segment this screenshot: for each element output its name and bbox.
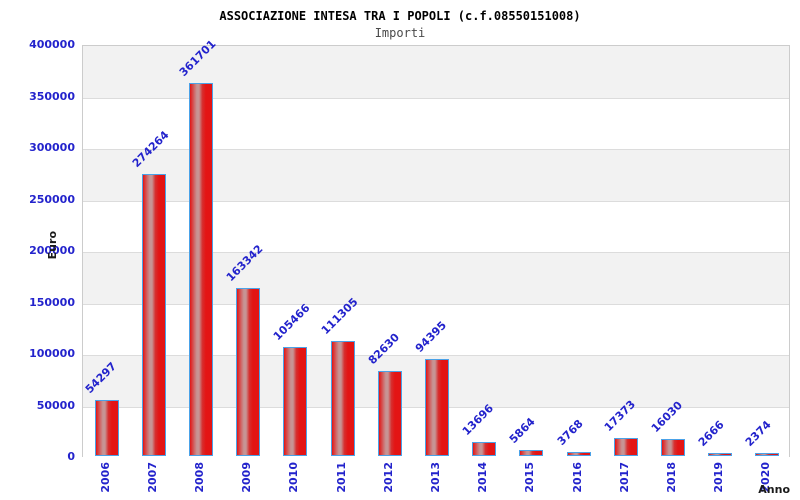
y-tick-label-250000: 250000 [29, 193, 75, 206]
y-tick-label-200000: 200000 [29, 244, 75, 257]
plot-area: 54297 274264 361701 163342 105466 111305 82630… [82, 37, 790, 458]
y-axis-title: Euro [46, 231, 59, 260]
x-tick-label-2008: 2008 [193, 462, 206, 493]
x-tick-label-2016: 2016 [571, 462, 584, 493]
bar-2006 [95, 400, 119, 456]
y-tick-label-300000: 300000 [29, 141, 75, 154]
gridline [83, 149, 789, 150]
gridline [83, 97, 789, 99]
x-tick-label-2018: 2018 [665, 462, 678, 493]
y-tick-label-150000: 150000 [29, 296, 75, 309]
x-tick-label-2010: 2010 [287, 462, 300, 493]
chart-subtitle: Importi [374, 26, 426, 40]
x-tick-label-2007: 2007 [146, 462, 159, 493]
y-tick-label-100000: 100000 [29, 347, 75, 360]
bar-2010 [283, 347, 307, 456]
x-tick-label-2014: 2014 [476, 462, 489, 493]
y-tick-label-350000: 350000 [29, 90, 75, 103]
y-tick-label-50000: 50000 [36, 399, 75, 412]
bar-2014 [472, 442, 496, 456]
x-tick-label-2017: 2017 [618, 462, 631, 493]
x-axis-title: Anno [758, 483, 790, 496]
chart-title: ASSOCIAZIONE INTESA TRA I POPOLI (c.f.08… [219, 9, 581, 23]
gridline [83, 355, 789, 356]
gridline [83, 200, 789, 202]
x-tick-label-2011: 2011 [335, 462, 348, 493]
bar-2007 [142, 174, 166, 456]
x-tick-label-2013: 2013 [429, 462, 442, 493]
bar-2020 [755, 453, 779, 456]
y-tick-label-0: 0 [67, 450, 75, 463]
x-tick-label-2012: 2012 [382, 462, 395, 493]
bar-2009 [236, 288, 260, 456]
bar-2011 [331, 341, 355, 456]
bar-2019 [708, 453, 732, 456]
x-tick-label-2019: 2019 [712, 462, 725, 493]
bar-2015 [519, 450, 543, 456]
x-tick-label-2009: 2009 [240, 462, 253, 493]
bar-2013 [425, 359, 449, 456]
x-tick-label-2015: 2015 [523, 462, 536, 493]
x-tick-label-2006: 2006 [99, 462, 112, 493]
bar-2017 [614, 438, 638, 456]
bar-2016 [567, 452, 591, 456]
gridline [83, 252, 789, 253]
gridline [83, 303, 789, 305]
bar-2018 [661, 439, 685, 456]
bar-2008 [189, 83, 213, 456]
bar-2012 [378, 371, 402, 456]
y-tick-label-400000: 400000 [29, 38, 75, 51]
